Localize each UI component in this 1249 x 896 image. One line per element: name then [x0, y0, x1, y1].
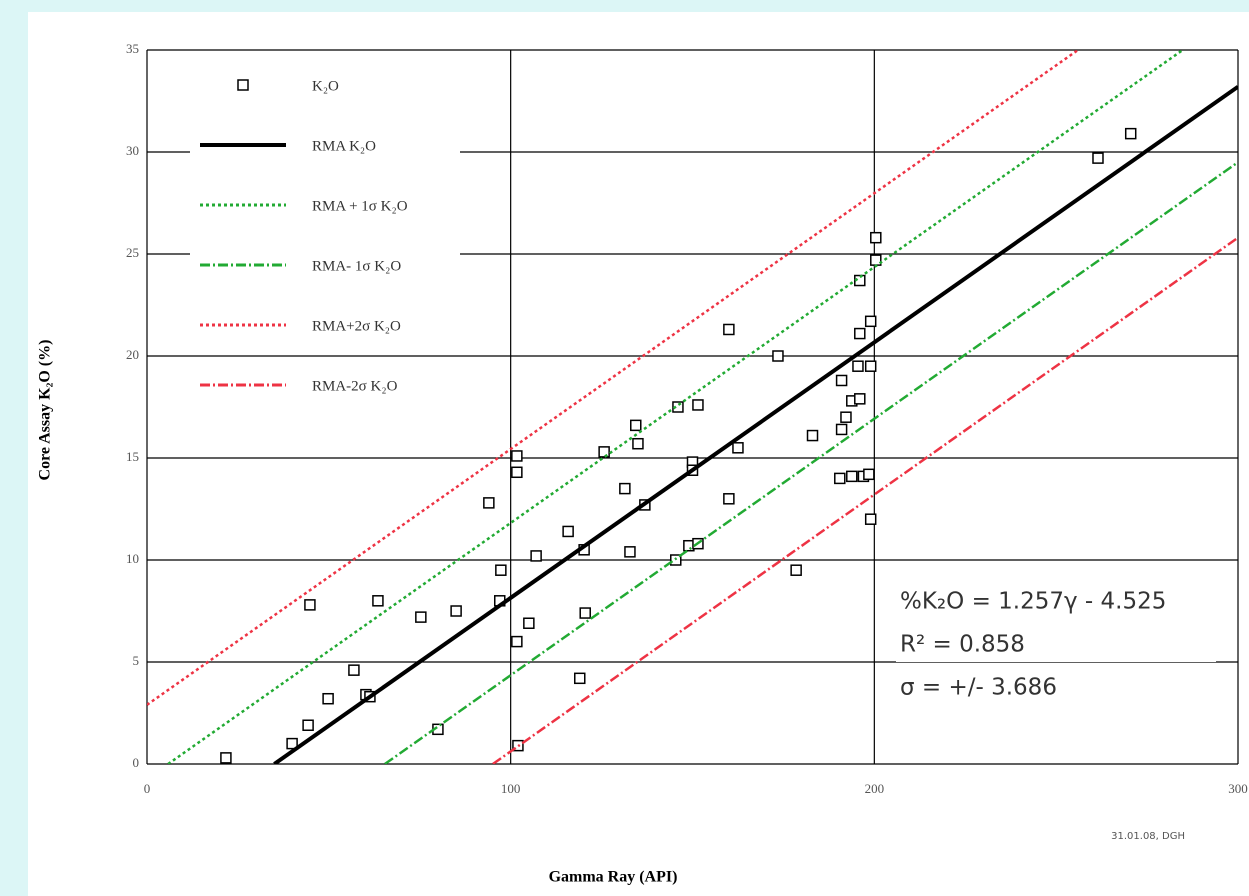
y-tick-label: 30 — [126, 143, 139, 158]
data-point — [840, 411, 852, 423]
data-point — [304, 599, 316, 611]
data-point — [835, 374, 848, 387]
data-point — [579, 607, 591, 619]
data-point — [790, 564, 802, 576]
data-point — [511, 635, 523, 648]
legend-panel-bg — [190, 371, 460, 399]
x-tick-label: 200 — [865, 781, 885, 796]
data-point — [864, 513, 877, 525]
data-point — [450, 605, 462, 617]
x-tick-label: 0 — [144, 781, 151, 796]
y-axis-label: Core Assay K₂O (%) — [37, 340, 54, 481]
data-point — [511, 450, 523, 462]
legend-panel-bg — [190, 251, 460, 279]
annotation: R² = 0.858 — [900, 632, 1025, 658]
legend-label: RMA K₂O — [312, 138, 376, 154]
data-point — [483, 497, 495, 509]
legend-swatch — [237, 79, 249, 91]
data-point — [772, 350, 784, 362]
legend-panel-bg — [190, 191, 460, 219]
data-point — [619, 482, 631, 495]
data-point — [523, 617, 535, 629]
y-tick-label: 25 — [126, 245, 139, 260]
x-tick-label: 100 — [501, 781, 521, 796]
data-point — [672, 401, 684, 413]
data-point — [624, 546, 636, 558]
data-point — [863, 468, 875, 481]
data-point — [732, 442, 744, 454]
fit-line — [384, 161, 1238, 764]
data-point — [302, 719, 314, 731]
data-point — [864, 360, 877, 372]
data-point — [511, 466, 523, 479]
annotation-bg — [896, 669, 1216, 705]
y-tick-label: 35 — [126, 41, 139, 56]
data-point — [723, 493, 735, 505]
data-point — [220, 752, 232, 764]
data-point — [834, 472, 846, 485]
data-point — [854, 393, 866, 405]
y-tick-label: 10 — [126, 551, 139, 566]
legend-label: RMA+2σ K₂O — [312, 318, 401, 334]
legend-label: RMA + 1σ K₂O — [312, 198, 408, 214]
annotation-bg — [896, 583, 1216, 619]
legend-label: RMA-2σ K₂O — [312, 378, 398, 394]
data-point — [322, 692, 334, 705]
annotation-bg — [896, 626, 1216, 662]
data-point — [692, 399, 704, 411]
data-point — [632, 437, 644, 450]
data-point — [854, 327, 866, 340]
data-point — [723, 323, 735, 336]
data-point — [372, 595, 384, 607]
data-point — [348, 664, 360, 676]
data-point — [562, 525, 574, 538]
fit-line — [147, 50, 1079, 706]
data-point — [495, 564, 507, 576]
data-point — [864, 315, 877, 328]
data-point — [1124, 127, 1137, 140]
data-point — [852, 360, 864, 372]
legend-panel-bg — [190, 311, 460, 339]
x-tick-label: 300 — [1228, 781, 1248, 796]
data-point — [574, 672, 586, 685]
y-tick-label: 20 — [126, 347, 139, 362]
data-point — [415, 611, 427, 623]
data-point — [870, 231, 882, 244]
y-tick-label: 15 — [126, 449, 139, 464]
data-point — [854, 274, 866, 287]
legend-label: K₂O — [312, 78, 339, 94]
fit-line — [167, 50, 1184, 764]
annotation: %K₂O = 1.257γ - 4.525 — [900, 589, 1166, 615]
data-point — [870, 254, 882, 266]
legend-panel-bg — [190, 71, 460, 99]
annotation: σ = +/- 3.686 — [900, 675, 1057, 701]
footnote: 31.01.08, DGH — [1111, 831, 1185, 842]
y-tick-label: 5 — [133, 653, 140, 668]
data-point — [835, 423, 848, 436]
x-axis-label: Gamma Ray (API) — [549, 869, 678, 886]
data-point — [806, 429, 819, 442]
data-point — [630, 419, 642, 432]
data-point — [286, 737, 298, 750]
fit-line — [492, 236, 1238, 764]
data-point — [530, 550, 542, 562]
fit-line — [273, 85, 1238, 764]
data-point — [1092, 152, 1104, 164]
data-point — [598, 446, 610, 458]
y-tick-label: 0 — [133, 755, 140, 770]
data-point — [846, 470, 858, 483]
panel — [28, 12, 1249, 896]
legend-label: RMA- 1σ K₂O — [312, 258, 401, 274]
